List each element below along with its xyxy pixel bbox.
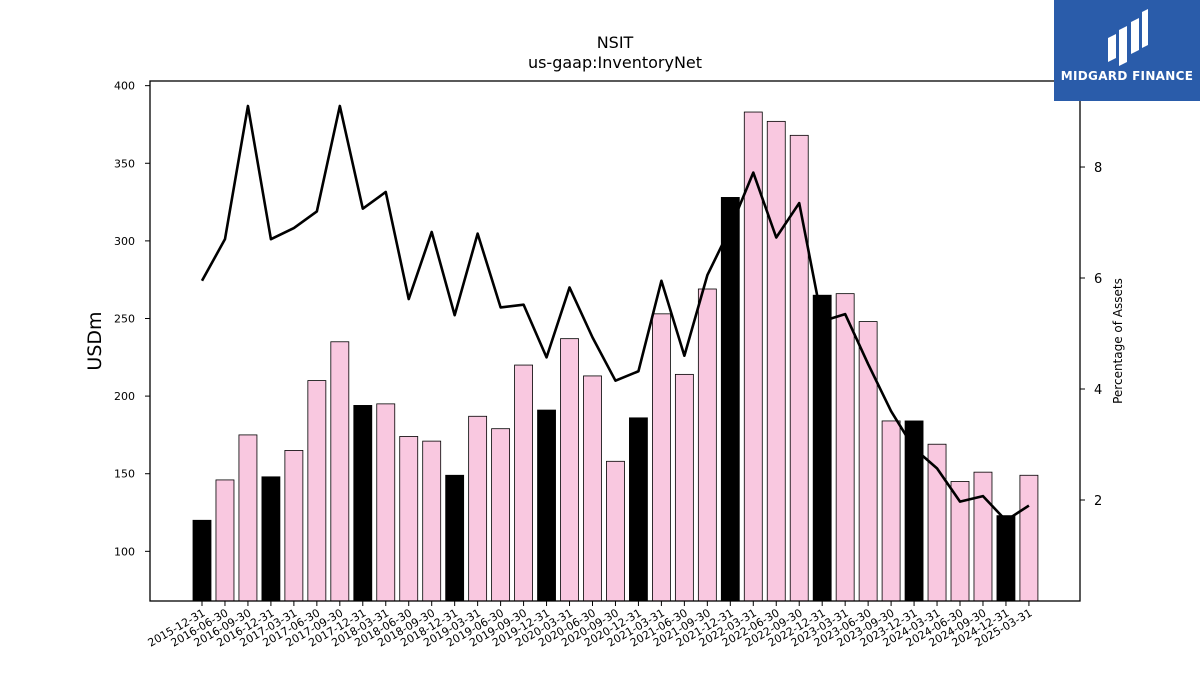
bar bbox=[192, 519, 212, 602]
y2-tick-label: 6 bbox=[1094, 272, 1102, 287]
bar bbox=[261, 476, 281, 602]
y2-tick-label: 8 bbox=[1094, 161, 1102, 176]
bar bbox=[583, 375, 602, 602]
bar bbox=[307, 380, 327, 602]
bar bbox=[560, 338, 579, 602]
bar bbox=[720, 197, 740, 602]
bar bbox=[674, 373, 694, 602]
y-tick-label: 100 bbox=[114, 545, 135, 558]
chart-subtitle: us-gaap:InventoryNet bbox=[527, 53, 703, 72]
bar bbox=[881, 420, 901, 602]
midgard-logo-icon bbox=[1108, 9, 1148, 66]
bar bbox=[514, 364, 533, 602]
y-tick-label: 300 bbox=[114, 235, 135, 248]
bar bbox=[812, 294, 832, 602]
logo-badge: MIDGARD FINANCE bbox=[1054, 0, 1200, 101]
bar bbox=[652, 313, 671, 602]
bar bbox=[537, 409, 556, 602]
y2-tick-label: 4 bbox=[1094, 383, 1102, 398]
y-tick-label: 150 bbox=[114, 468, 135, 481]
bar bbox=[835, 293, 855, 602]
y-tick-label: 350 bbox=[114, 157, 135, 170]
bar bbox=[399, 436, 419, 602]
bar bbox=[330, 341, 350, 602]
bar bbox=[353, 405, 373, 602]
logo-text: MIDGARD FINANCE bbox=[1060, 69, 1194, 83]
bar bbox=[629, 417, 648, 602]
bar bbox=[1019, 474, 1039, 602]
bar bbox=[215, 479, 235, 602]
y-tick-label: 250 bbox=[114, 312, 135, 325]
y-tick-label: 400 bbox=[114, 80, 135, 93]
bar bbox=[973, 471, 993, 602]
bar bbox=[422, 440, 442, 602]
bar bbox=[697, 288, 717, 602]
bar bbox=[468, 415, 488, 602]
bar bbox=[284, 450, 304, 602]
y2-tick-label: 2 bbox=[1094, 494, 1102, 509]
bar bbox=[445, 474, 465, 602]
y-axis-label: USDm bbox=[84, 311, 106, 370]
bar bbox=[238, 434, 258, 602]
bar bbox=[491, 428, 511, 602]
bar bbox=[606, 460, 625, 602]
bar bbox=[996, 515, 1016, 602]
bar bbox=[376, 403, 396, 602]
chart-title: NSIT bbox=[596, 33, 634, 52]
y2-axis-label: Percentage of Assets bbox=[1111, 278, 1125, 404]
y-tick-label: 200 bbox=[114, 390, 135, 403]
bar bbox=[766, 120, 786, 602]
series-line bbox=[200, 104, 1030, 522]
